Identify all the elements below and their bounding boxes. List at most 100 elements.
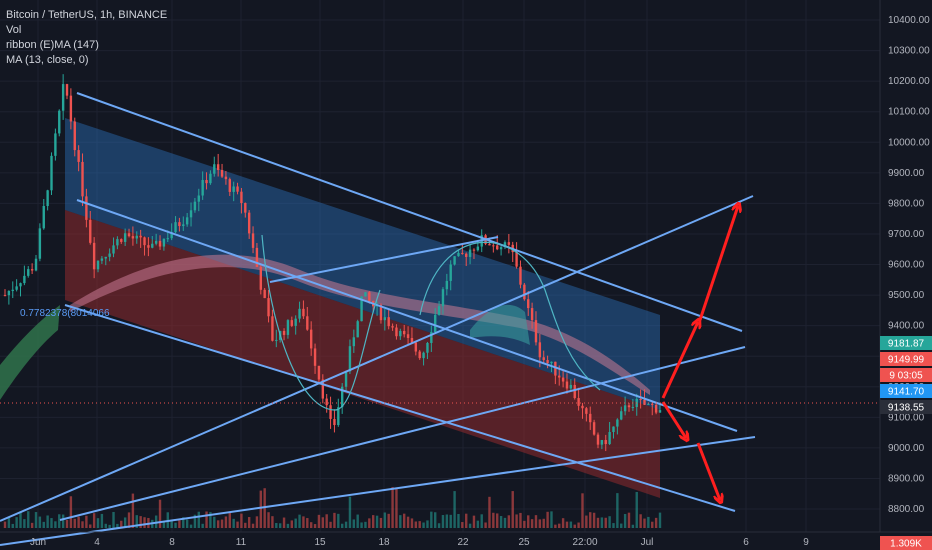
candle-body — [477, 247, 479, 251]
time-axis[interactable]: Jun48111518222522:00Jul69 — [30, 537, 809, 548]
candle-body — [457, 253, 459, 256]
y-tick-label: 10400.00 — [888, 15, 930, 26]
volume-bar — [465, 514, 467, 528]
legend-ribbon[interactable]: ribbon (E)MA (147) — [6, 38, 167, 53]
volume-bar — [333, 513, 335, 528]
candle-body — [333, 419, 335, 425]
candle-body — [403, 331, 405, 334]
candle-body — [46, 190, 48, 206]
candle-body — [515, 252, 517, 267]
legend-symbol[interactable]: Bitcoin / TetherUS, 1h, BINANCE — [6, 8, 167, 23]
candle-body — [225, 177, 227, 179]
candle-body — [201, 180, 203, 196]
candle-body — [93, 243, 95, 269]
volume-bar — [4, 522, 6, 528]
volume-bar — [279, 523, 281, 528]
candle-body — [213, 164, 215, 173]
volume-bar — [581, 493, 583, 528]
candle-body — [574, 385, 576, 398]
candle-body — [143, 237, 145, 245]
candle-body — [105, 257, 107, 259]
volume-bar — [31, 523, 33, 528]
volume-bar — [419, 521, 421, 528]
volume-bar — [318, 515, 320, 528]
volume-bar — [93, 513, 95, 528]
volume-bar — [461, 522, 463, 528]
price-badge-label: 9 03:05 — [889, 371, 923, 382]
volume-bar — [574, 525, 576, 528]
x-tick-label: 22:00 — [572, 537, 597, 548]
volume-bar — [372, 515, 374, 528]
volume-bar — [310, 522, 312, 528]
candle-body — [543, 357, 545, 360]
candle-body — [496, 245, 498, 249]
candle-body — [325, 399, 327, 406]
volume-bar — [23, 519, 25, 528]
candle-body — [539, 342, 541, 357]
candle-body — [163, 239, 165, 247]
legend-ma[interactable]: MA (13, close, 0) — [6, 53, 167, 68]
volume-bar — [66, 520, 68, 528]
price-badge-label: 9138.55 — [888, 403, 925, 414]
candle-body — [368, 292, 370, 301]
x-tick-label: 25 — [518, 537, 530, 548]
volume-bar — [325, 514, 327, 528]
volume-bar — [515, 514, 517, 528]
volume-bar — [450, 515, 452, 528]
volume-bar — [43, 522, 45, 528]
candle-body — [446, 281, 448, 289]
candle-body — [550, 362, 552, 363]
volume-bar — [85, 516, 87, 528]
price-badge-label: 9181.87 — [888, 339, 925, 350]
candle-body — [244, 203, 246, 213]
volume-bar — [403, 514, 405, 528]
candle-body — [77, 150, 79, 162]
volume-bar — [217, 520, 219, 528]
y-tick-label: 10000.00 — [888, 137, 930, 148]
candle-body — [283, 331, 285, 335]
candle-body — [655, 405, 657, 413]
volume-bar — [221, 520, 223, 528]
candle-body — [190, 210, 192, 217]
volume-bar — [12, 524, 14, 528]
candle-body — [217, 164, 219, 170]
volume-bar — [291, 520, 293, 528]
volume-bar — [508, 515, 510, 528]
volume-bar — [504, 518, 506, 528]
volume-bar — [384, 512, 386, 528]
candle-body — [624, 405, 626, 411]
volume-bar — [632, 525, 634, 528]
volume-bar — [322, 517, 324, 528]
candle-body — [302, 309, 304, 316]
candle-body — [263, 290, 265, 298]
candle-body — [419, 352, 421, 359]
volume-bar — [473, 516, 475, 528]
volume-bar — [314, 524, 316, 528]
candle-body — [643, 400, 645, 405]
legend-vol[interactable]: Vol — [6, 23, 167, 38]
candle-body — [438, 306, 440, 315]
volume-bar — [248, 517, 250, 528]
candle-body — [314, 348, 316, 365]
volume-bar — [271, 516, 273, 528]
candle-body — [589, 414, 591, 422]
candle-body — [450, 265, 452, 281]
candle-body — [167, 238, 169, 239]
volume-bar — [535, 515, 537, 528]
candle-body — [159, 241, 161, 247]
volume-bar — [112, 512, 114, 528]
volume-bar — [434, 512, 436, 528]
candle-body — [291, 320, 293, 326]
y-tick-label: 10100.00 — [888, 107, 930, 118]
candle-body — [198, 196, 200, 202]
volume-bar — [453, 491, 455, 528]
y-tick-label: 8900.00 — [888, 473, 925, 484]
volume-bar — [523, 521, 525, 528]
y-tick-label: 9600.00 — [888, 260, 925, 271]
volume-bar — [27, 511, 29, 528]
volume-bar — [50, 518, 52, 528]
candle-body — [601, 440, 603, 445]
candle-body — [275, 340, 277, 341]
x-tick-label: 15 — [314, 537, 326, 548]
